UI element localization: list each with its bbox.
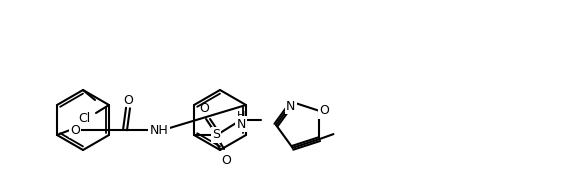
Text: O: O [70, 123, 80, 137]
Text: O: O [123, 94, 133, 107]
Text: O: O [199, 102, 209, 114]
Text: O: O [320, 104, 329, 117]
Text: H: H [237, 111, 245, 121]
Text: N: N [286, 100, 295, 113]
Text: N: N [236, 118, 246, 131]
Text: O: O [221, 153, 231, 166]
Text: Cl: Cl [79, 113, 91, 126]
Text: S: S [212, 128, 220, 142]
Text: NH: NH [150, 123, 168, 137]
